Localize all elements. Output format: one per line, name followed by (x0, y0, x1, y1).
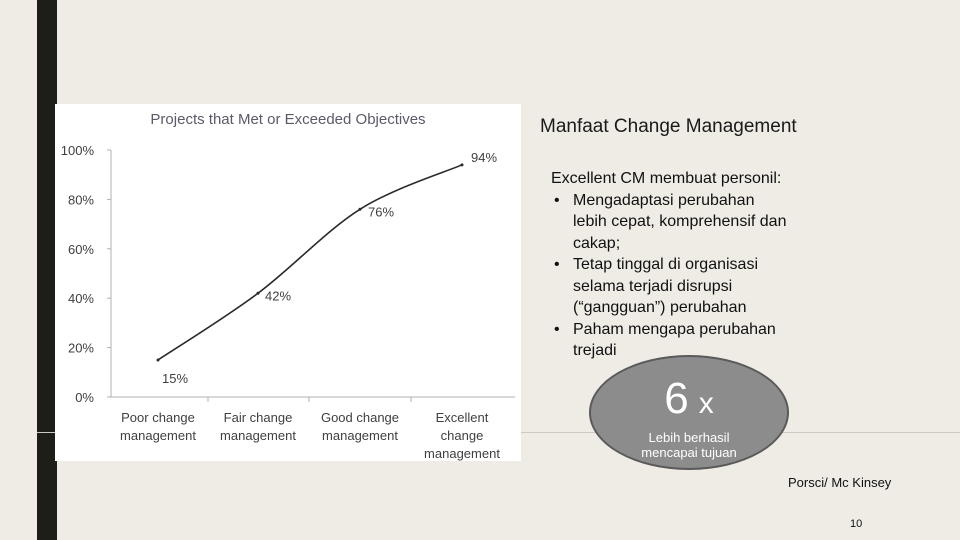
body-text: Excellent CM membuat personil: • Mengada… (551, 168, 831, 362)
x-tick-label: Fair change management (220, 410, 296, 443)
data-label: 15% (162, 371, 188, 386)
list-item-line: lebih cepat, komprehensif dan (573, 213, 787, 230)
x-tick-label: Poor change management (120, 410, 196, 443)
bullet-icon: • (554, 191, 560, 209)
data-point (256, 291, 260, 295)
page-number: 10 (850, 518, 863, 530)
left-accent-bar (37, 0, 57, 540)
data-point (358, 207, 362, 211)
stat-unit: x (698, 387, 714, 420)
y-tick-label: 80% (68, 192, 94, 207)
list-item-line: Paham mengapa perubahan (573, 320, 776, 338)
list-item-line: trejadi (573, 342, 617, 359)
intro-text: Excellent CM membuat personil: (551, 170, 782, 187)
stat-caption-line: Lebih berhasil (648, 430, 730, 445)
chart-title: Projects that Met or Exceeded Objectives (150, 111, 425, 128)
x-tick-label: Good change management (321, 410, 399, 443)
y-tick-label: 40% (68, 291, 94, 306)
bullet-icon: • (554, 320, 560, 338)
data-label: 76% (368, 204, 394, 219)
data-label: 42% (265, 288, 291, 303)
list-item-line: (“gangguan”) perubahan (573, 299, 747, 316)
list-item: • Paham mengapa perubahan trejadi (551, 319, 831, 362)
series-line (157, 164, 463, 361)
x-tick-label: Excellent change management (424, 410, 500, 461)
stat-caption-line: mencapai tujuan (641, 445, 737, 460)
chart-panel: Projects that Met or Exceeded Objectives… (55, 104, 521, 461)
list-item-line: selama terjadi disrupsi (573, 277, 733, 295)
list-item: • Mengadaptasi perubahan lebih cepat, ko… (551, 190, 831, 255)
list-item: • Tetap tinggal di organisasi selama ter… (551, 254, 831, 319)
data-label: 94% (471, 150, 497, 165)
list-item-line: cakap; (573, 234, 621, 252)
y-tick-label: 20% (68, 341, 94, 356)
stat-value: 6 (664, 374, 689, 423)
y-tick-label: 60% (68, 242, 94, 257)
bullet-icon: • (554, 256, 560, 273)
data-point (460, 163, 464, 167)
list-item-line: Mengadaptasi perubahan (573, 191, 755, 209)
stat-caption: Lebih berhasil mencapai tujuan (591, 430, 787, 460)
list-item-line: Tetap tinggal di organisasi (573, 256, 759, 273)
data-point (156, 358, 160, 362)
y-tick-label: 0% (75, 390, 94, 405)
line-chart: Projects that Met or Exceeded Objectives… (61, 111, 515, 461)
slide-title: Manfaat Change Management (540, 116, 797, 137)
benefit-list: • Mengadaptasi perubahan lebih cepat, ko… (551, 190, 831, 362)
source-citation: Porsci/ Mc Kinsey (788, 475, 892, 490)
y-tick-label: 100% (61, 143, 95, 158)
